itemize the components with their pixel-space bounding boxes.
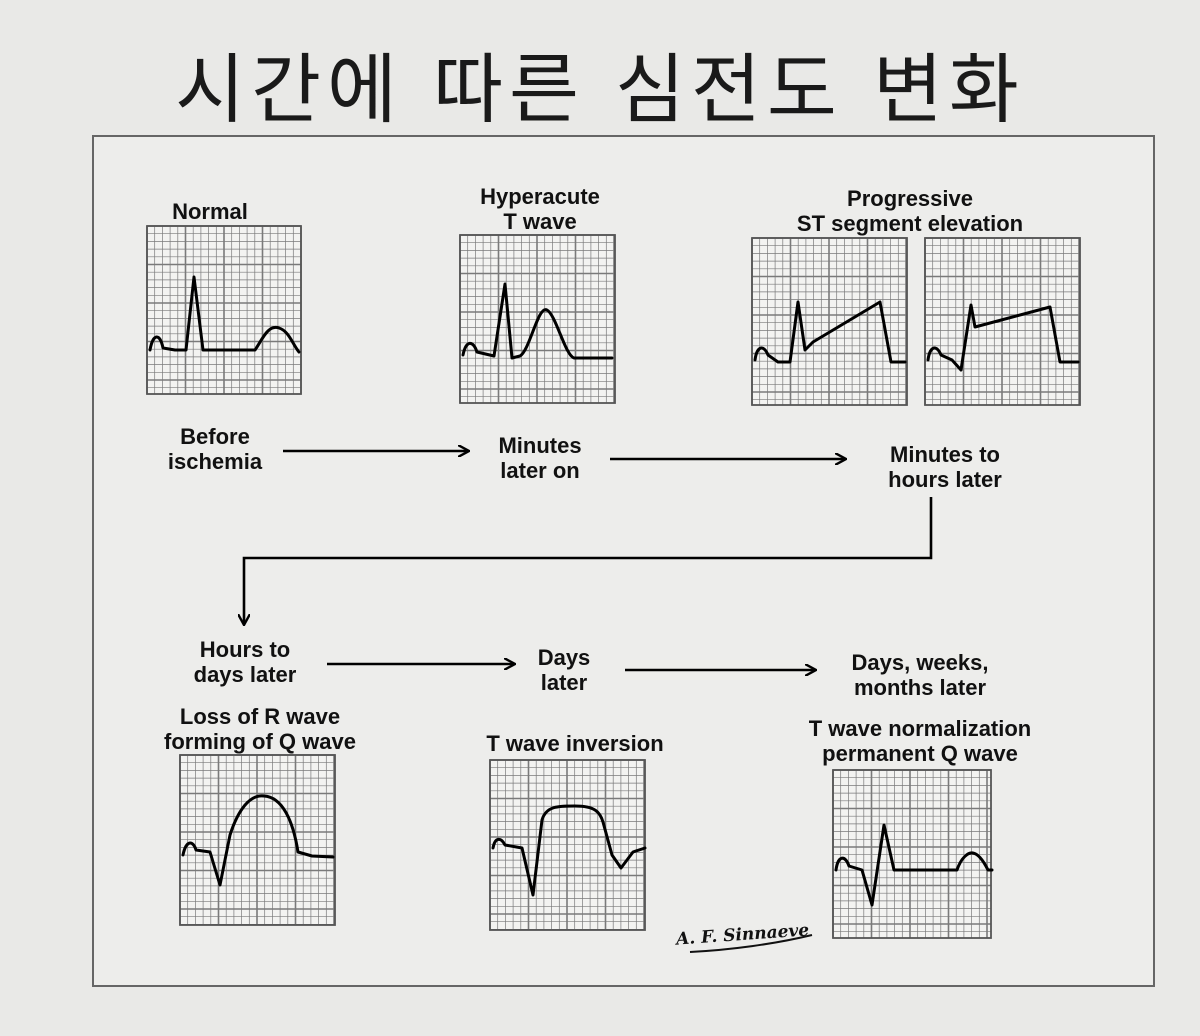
stage-label-t-inversion: T wave inversion <box>486 731 664 756</box>
arrow-wrap-to-second-row <box>244 497 933 624</box>
ecg-panel-t-inversion <box>489 759 647 931</box>
ecg-panel-q-wave <box>179 754 336 926</box>
time-label-minutes-later: Minutes later on <box>498 433 582 483</box>
time-label-hours-to-days: Hours to days later <box>193 637 297 687</box>
ecg-trace <box>461 282 614 360</box>
ecg-grid-border <box>179 754 336 926</box>
page-title: 시간에 따른 심전도 변화 <box>175 45 1025 134</box>
ecg-grid-lines <box>924 237 1080 405</box>
ecg-panel-normalization <box>832 769 994 939</box>
signature-underline <box>689 934 813 953</box>
ecg-panel-st-elevation-1 <box>751 237 908 406</box>
ecg-panel-st-elevation-2 <box>924 237 1081 406</box>
ecg-trace <box>491 804 647 897</box>
ecg-panel-normal <box>146 225 302 395</box>
stage-label-normal: Normal <box>172 199 248 224</box>
ecg-grid-border <box>924 237 1081 406</box>
stage-label-st-elevation: Progressive ST segment elevation <box>796 186 1024 236</box>
stage-label-normalization: T wave normalization permanent Q wave <box>808 716 1032 766</box>
ecg-panel-hyperacute <box>459 234 616 404</box>
time-label-days-weeks-months: Days, weeks, months later <box>851 650 989 700</box>
stage-label-hyperacute: Hyperacute T wave <box>480 184 600 234</box>
ecg-trace <box>753 300 907 364</box>
ecg-grid-border <box>459 234 616 404</box>
ecg-grid-border <box>751 237 908 406</box>
time-label-before-ischemia: Before ischemia <box>167 424 263 474</box>
ecg-grid-border <box>489 759 646 931</box>
ecg-trace <box>926 303 1080 372</box>
ecg-grid-background <box>833 770 991 938</box>
ecg-grid-lines <box>146 225 302 394</box>
time-label-minutes-to-hours: Minutes to hours later <box>888 442 1002 492</box>
ecg-trace <box>834 823 994 907</box>
ecg-grid-border <box>146 225 302 395</box>
ecg-grid-lines <box>459 234 615 403</box>
ecg-trace <box>181 794 335 887</box>
ecg-trace <box>148 275 301 354</box>
time-label-days-later: Days later <box>537 645 591 695</box>
ecg-grid-border <box>832 769 992 939</box>
stage-label-q-wave: Loss of R wave forming of Q wave <box>164 704 356 754</box>
